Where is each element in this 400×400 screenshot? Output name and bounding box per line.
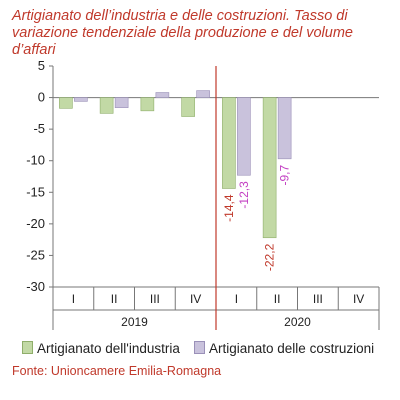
bar-costruzioni — [277, 97, 292, 160]
legend-item-industria: Artigianato dell'industria — [22, 341, 180, 356]
x-tick-label: II — [111, 292, 118, 306]
legend-label-costruzioni: Artigianato delle costruzioni — [209, 341, 375, 356]
bar-costruzioni — [74, 97, 88, 102]
data-label: -12,3 — [237, 181, 251, 209]
bar-costruzioni — [196, 90, 210, 98]
legend-label-industria: Artigianato dell'industria — [37, 341, 180, 356]
bar-industria — [99, 97, 114, 114]
x-group-label: 2019 — [121, 315, 148, 329]
chart-labels: -14,4 -12,3 -22,2 -9,7 — [222, 165, 292, 272]
legend-swatch-costruzioni — [194, 341, 205, 354]
bar-costruzioni — [237, 97, 251, 176]
data-label: -14,4 — [222, 194, 236, 222]
x-group-label: 2020 — [284, 315, 311, 329]
bar-industria — [140, 97, 155, 112]
bar-industria — [262, 97, 277, 239]
x-tick-label: IV — [353, 292, 364, 306]
y-tick-label: -5 — [33, 121, 45, 136]
y-tick-label: 5 — [38, 58, 45, 73]
chart-bars — [59, 90, 292, 239]
x-tick-label: II — [274, 292, 281, 306]
data-label: -9,7 — [278, 165, 292, 186]
bar-costruzioni — [155, 92, 170, 98]
y-tick-label: 0 — [38, 90, 45, 105]
y-tick-label: -20 — [26, 216, 45, 231]
y-tick-label: -10 — [26, 153, 45, 168]
legend-item-costruzioni: Artigianato delle costruzioni — [194, 341, 374, 356]
y-tick-label: -15 — [26, 184, 45, 199]
legend-swatch-industria — [22, 341, 33, 354]
bar-industria — [181, 97, 195, 117]
data-label: -22,2 — [263, 243, 277, 271]
y-tick-label: -25 — [26, 247, 45, 262]
source-note: Fonte: Unioncamere Emilia-Romagna — [12, 364, 222, 378]
x-tick-label: I — [72, 292, 75, 306]
y-tick-label: -30 — [26, 279, 45, 294]
x-tick-label: IV — [190, 292, 201, 306]
x-tick-label: III — [313, 292, 323, 306]
bar-industria — [59, 97, 73, 109]
x-tick-label: III — [150, 292, 160, 306]
bar-industria — [222, 97, 236, 189]
x-tick-label: I — [235, 292, 238, 306]
chart-title: Artigianato dell’industria e delle costr… — [12, 8, 353, 58]
bar-costruzioni — [114, 97, 129, 108]
